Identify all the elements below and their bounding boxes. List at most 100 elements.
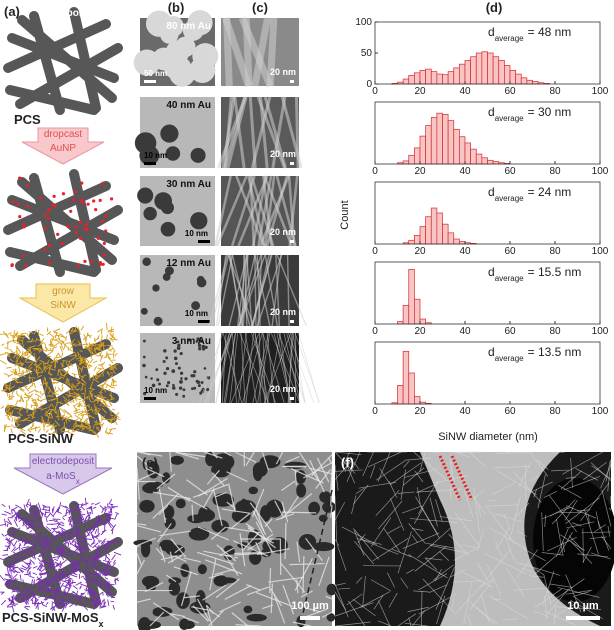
- fiber: [321, 611, 333, 618]
- nanowire: [480, 578, 495, 588]
- hair: [22, 417, 27, 422]
- nanowire: [543, 574, 552, 606]
- hair: [69, 515, 73, 521]
- hair: [11, 417, 14, 422]
- hair: [71, 595, 75, 601]
- fiber: [206, 469, 220, 485]
- nanowire: [541, 552, 563, 556]
- nanowire: [356, 576, 363, 584]
- hair: [94, 528, 98, 535]
- particle: [202, 347, 206, 351]
- hair: [86, 364, 91, 369]
- nanowire: [388, 592, 398, 608]
- hair: [53, 356, 62, 359]
- nanowire: [575, 467, 599, 481]
- hair: [8, 573, 12, 580]
- particle: [192, 374, 196, 378]
- nanowire: [359, 591, 391, 609]
- hair: [58, 370, 63, 376]
- hair: [45, 365, 53, 370]
- hair: [34, 407, 43, 410]
- particle: [191, 301, 201, 310]
- hair: [65, 362, 70, 369]
- nanowire: [334, 451, 362, 456]
- fiber: [219, 547, 234, 557]
- hair: [4, 510, 12, 515]
- hair: [32, 407, 35, 414]
- fiber: [192, 484, 229, 498]
- hair: [26, 361, 35, 363]
- hair: [42, 604, 48, 607]
- nanowire: [530, 475, 540, 482]
- nanowire: [542, 570, 555, 607]
- hair: [98, 571, 107, 576]
- hair: [36, 372, 39, 377]
- hair: [94, 571, 99, 577]
- panel-label: (e): [142, 455, 158, 470]
- hair: [71, 388, 75, 391]
- hair: [27, 390, 34, 395]
- nanowire: [418, 573, 448, 591]
- hair: [16, 362, 25, 365]
- hair: [47, 350, 54, 356]
- nanoparticles: [10, 176, 114, 268]
- hair: [82, 366, 89, 369]
- hair: [54, 561, 62, 566]
- hair: [1, 513, 7, 516]
- nanowire: [416, 483, 438, 493]
- fibers: [8, 12, 118, 110]
- hair: [15, 345, 19, 350]
- hair: [104, 554, 111, 561]
- hair: [16, 512, 20, 517]
- hair: [15, 363, 17, 367]
- hair: [94, 551, 100, 555]
- nanowire: [362, 575, 366, 608]
- hair: [43, 365, 47, 372]
- hair: [91, 400, 96, 403]
- hair: [44, 510, 47, 516]
- hair: [34, 544, 38, 549]
- fiber: [233, 551, 263, 555]
- hair: [22, 579, 25, 587]
- nanowire: [334, 582, 346, 586]
- nanowire: [562, 540, 565, 553]
- nanowire: [550, 578, 585, 603]
- hair: [86, 361, 90, 365]
- hair: [87, 555, 90, 563]
- particle: [78, 236, 83, 241]
- annotation: daverage = 30 nm: [488, 105, 571, 123]
- bar: [419, 318, 426, 325]
- hair: [13, 350, 18, 354]
- nanowire: [397, 491, 415, 494]
- particle: [86, 202, 90, 206]
- hair: [41, 538, 47, 544]
- fiber: [252, 510, 267, 536]
- hair: [98, 422, 103, 426]
- hair: [24, 384, 28, 388]
- hair: [97, 546, 102, 551]
- hair: [69, 392, 76, 395]
- hair: [100, 392, 105, 400]
- hair: [26, 348, 31, 351]
- hair: [40, 407, 48, 411]
- hair: [56, 401, 62, 404]
- hair: [15, 400, 19, 406]
- hair: [80, 592, 86, 595]
- hair: [29, 530, 33, 533]
- hair: [48, 344, 54, 347]
- hair: [86, 510, 90, 519]
- particle: [47, 261, 51, 265]
- x-tick-label: 60: [504, 166, 516, 177]
- x-tick-label: 40: [459, 406, 471, 417]
- nanowire: [463, 489, 474, 518]
- particle: [197, 384, 201, 388]
- particle: [73, 225, 78, 229]
- fiber: [149, 611, 165, 627]
- hair: [95, 395, 99, 402]
- hair: [17, 411, 23, 416]
- hair: [16, 393, 20, 397]
- hair: [76, 382, 80, 385]
- hair: [2, 554, 9, 556]
- hair: [25, 523, 31, 526]
- hair: [39, 510, 43, 516]
